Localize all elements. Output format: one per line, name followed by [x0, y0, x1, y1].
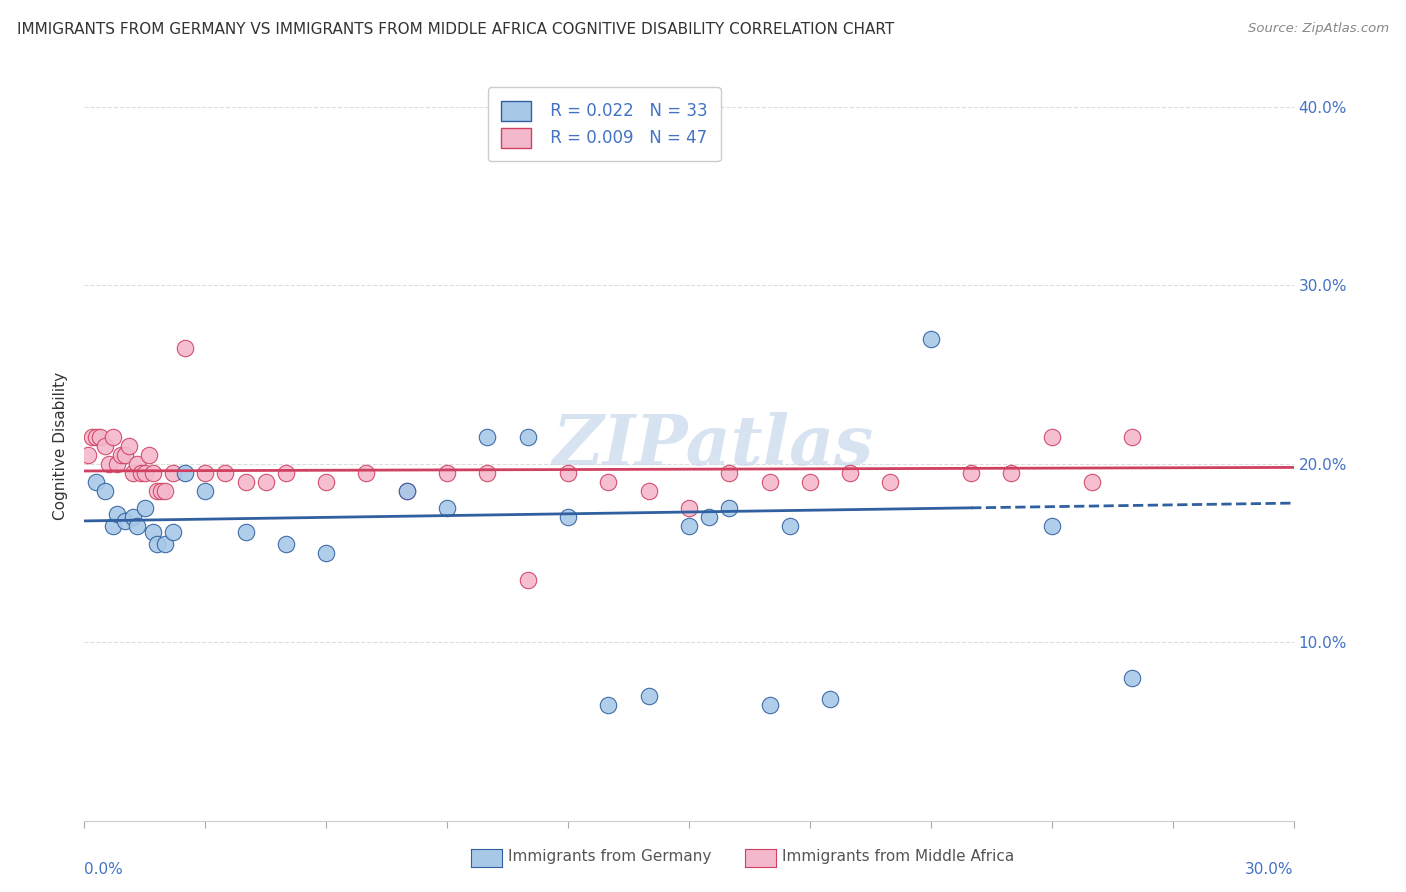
Point: [174, 466, 197, 480]
Point: [86, 475, 108, 489]
Point: [557, 466, 579, 480]
Point: [134, 466, 156, 480]
Point: [356, 466, 378, 480]
Point: [153, 483, 176, 498]
Point: [818, 692, 841, 706]
Point: [142, 524, 165, 539]
Point: [1040, 519, 1063, 533]
Point: [162, 466, 184, 480]
Point: [194, 466, 217, 480]
Point: [153, 537, 176, 551]
Point: [125, 519, 148, 533]
Point: [839, 466, 862, 480]
Point: [162, 524, 184, 539]
Point: [315, 546, 337, 560]
Point: [1081, 475, 1104, 489]
Point: [214, 466, 236, 480]
Point: [114, 514, 136, 528]
Point: [879, 475, 901, 489]
Point: [1040, 430, 1063, 444]
Text: 30.0%: 30.0%: [1246, 862, 1294, 877]
Point: [637, 483, 659, 498]
Point: [557, 510, 579, 524]
Text: Immigrants from Middle Africa: Immigrants from Middle Africa: [782, 849, 1014, 863]
Point: [395, 483, 418, 498]
Point: [678, 519, 700, 533]
Point: [1121, 671, 1143, 685]
Point: [121, 510, 143, 524]
Point: [129, 466, 152, 480]
Point: [697, 510, 720, 524]
Point: [718, 501, 741, 516]
Point: [142, 466, 165, 480]
Point: [436, 466, 458, 480]
Point: [174, 341, 197, 355]
Point: [105, 457, 128, 471]
Point: [436, 501, 458, 516]
Point: [118, 439, 141, 453]
Point: [93, 483, 115, 498]
Point: [125, 457, 148, 471]
Point: [274, 537, 297, 551]
Point: [77, 448, 100, 462]
Point: [235, 524, 257, 539]
Point: [114, 448, 136, 462]
Point: [93, 439, 115, 453]
Point: [678, 501, 700, 516]
Point: [1121, 430, 1143, 444]
Point: [477, 466, 499, 480]
Point: [97, 457, 120, 471]
Point: [598, 698, 620, 712]
Point: [82, 430, 104, 444]
Point: [146, 483, 169, 498]
Text: IMMIGRANTS FROM GERMANY VS IMMIGRANTS FROM MIDDLE AFRICA COGNITIVE DISABILITY CO: IMMIGRANTS FROM GERMANY VS IMMIGRANTS FR…: [17, 22, 894, 37]
Point: [637, 689, 659, 703]
Legend:  R = 0.022   N = 33,  R = 0.009   N = 47: R = 0.022 N = 33, R = 0.009 N = 47: [488, 87, 721, 161]
Point: [274, 466, 297, 480]
Point: [194, 483, 217, 498]
Point: [799, 475, 821, 489]
Point: [110, 448, 132, 462]
Point: [101, 430, 124, 444]
Point: [89, 430, 111, 444]
Point: [395, 483, 418, 498]
Text: 0.0%: 0.0%: [84, 862, 124, 877]
Point: [149, 483, 172, 498]
Point: [516, 430, 538, 444]
Point: [101, 519, 124, 533]
Point: [779, 519, 801, 533]
Point: [758, 698, 780, 712]
Point: [146, 537, 169, 551]
Point: [121, 466, 143, 480]
Point: [960, 466, 983, 480]
Point: [758, 475, 780, 489]
Point: [134, 501, 156, 516]
Point: [598, 475, 620, 489]
Point: [105, 507, 128, 521]
Point: [254, 475, 277, 489]
Text: Immigrants from Germany: Immigrants from Germany: [508, 849, 711, 863]
Point: [315, 475, 337, 489]
Point: [477, 430, 499, 444]
Point: [516, 573, 538, 587]
Point: [235, 475, 257, 489]
Point: [920, 332, 942, 346]
Point: [718, 466, 741, 480]
Y-axis label: Cognitive Disability: Cognitive Disability: [53, 372, 69, 520]
Point: [1000, 466, 1022, 480]
Text: ZIPatlas: ZIPatlas: [553, 412, 873, 480]
Point: [86, 430, 108, 444]
Point: [138, 448, 160, 462]
Text: Source: ZipAtlas.com: Source: ZipAtlas.com: [1249, 22, 1389, 36]
